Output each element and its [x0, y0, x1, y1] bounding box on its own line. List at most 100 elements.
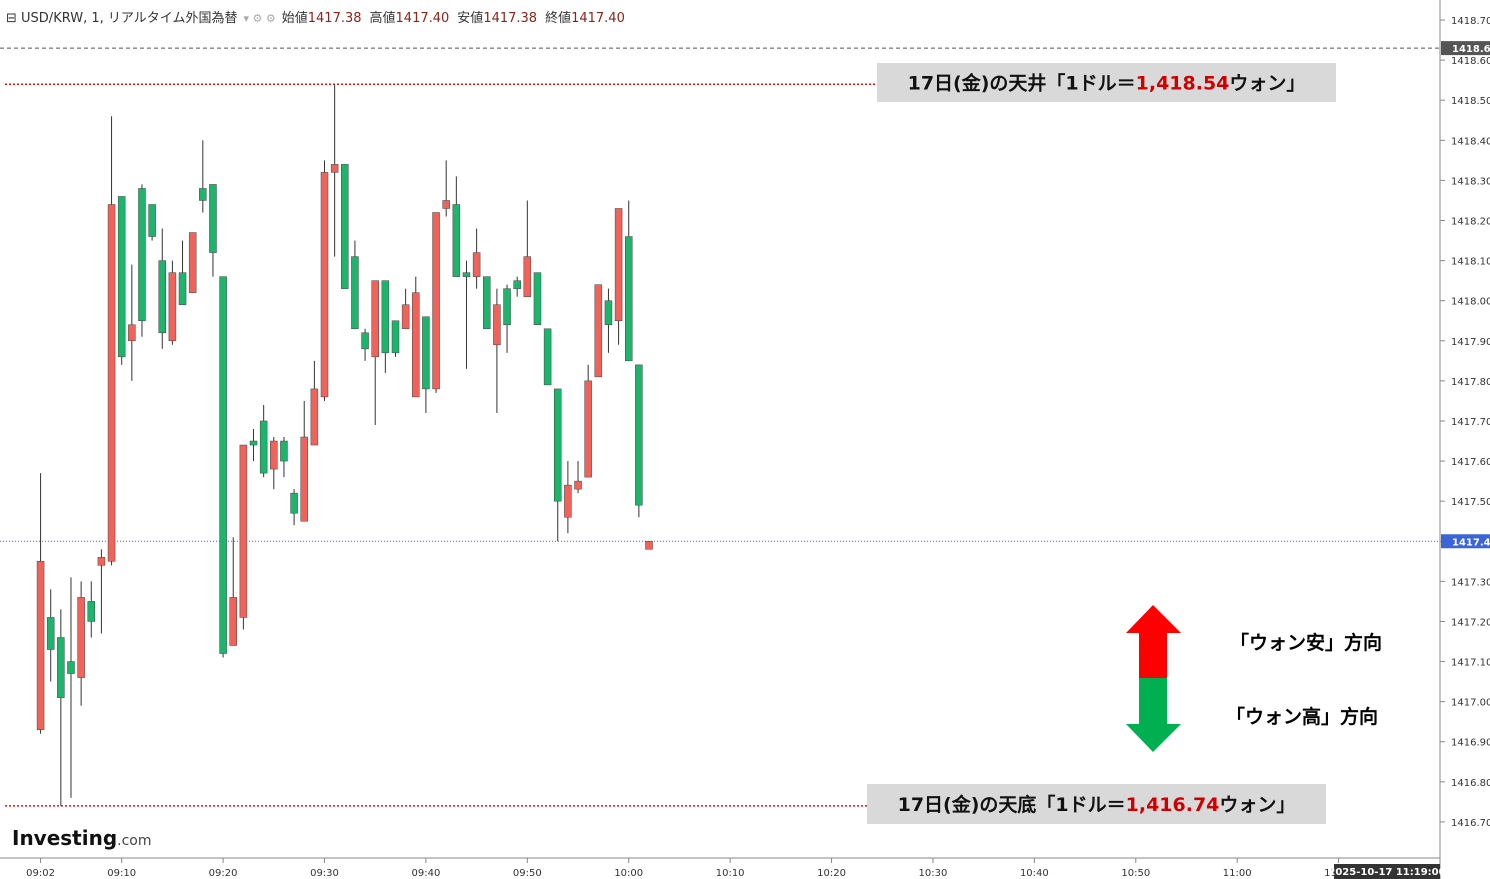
- candle-body: [239, 444, 248, 618]
- candle-body: [97, 557, 106, 566]
- y-tick-label: 1417.10: [1451, 658, 1490, 669]
- candle-body: [604, 300, 613, 326]
- annotation-value: 1,418.54: [1136, 73, 1230, 95]
- candle-body: [412, 292, 420, 398]
- candle-body: [280, 440, 288, 462]
- annotation-box: [867, 784, 1326, 824]
- candle-body: [199, 188, 207, 201]
- candle-body: [320, 172, 329, 398]
- y-tick-label: 1417.50: [1451, 497, 1490, 508]
- y-tick-label: 1417.70: [1451, 417, 1490, 428]
- y-axis-bg: [1440, 0, 1490, 879]
- ohlc-label: 高値: [369, 11, 396, 26]
- candle-body: [624, 236, 633, 362]
- y-tick-label: 1418.00: [1451, 297, 1490, 308]
- header: ⊟ USD/KRW, 1, リアルタイム外国為替 ▾ ⚙ ⚙ 始値1417.38 高値…: [6, 7, 633, 26]
- y-tick-label: 1417.90: [1451, 337, 1490, 348]
- candle-body: [381, 280, 390, 354]
- candle-body: [462, 272, 471, 277]
- candle-body: [594, 284, 603, 378]
- x-tick-label: 10:20: [817, 868, 846, 879]
- y-tick-label: 1417.00: [1451, 698, 1490, 709]
- candle-body: [635, 364, 643, 506]
- candle-body: [300, 436, 308, 522]
- candle-body: [87, 601, 96, 622]
- x-tick-label: 10:40: [1020, 868, 1049, 879]
- annotation-prefix: 17日(金)の天底「1ドル＝: [898, 793, 1126, 816]
- candle-body: [270, 440, 278, 470]
- candle-body: [483, 276, 491, 330]
- candle-body: [452, 204, 461, 277]
- ohlc-value: 1417.38: [483, 11, 538, 26]
- candle-body: [432, 212, 440, 390]
- ohlc-value: 1417.38: [307, 11, 362, 26]
- ohlc-label: 終値: [545, 11, 572, 26]
- candle-body: [249, 440, 258, 446]
- candle-body: [523, 256, 532, 297]
- x-tick-label: 09:40: [412, 868, 441, 879]
- candle-body: [290, 492, 298, 514]
- candle-body: [371, 280, 379, 358]
- candle-body: [36, 561, 45, 730]
- y-tick-label: 1418.50: [1451, 96, 1490, 107]
- candle-body: [188, 232, 197, 293]
- ohlc-value: 1417.40: [395, 11, 450, 26]
- candle-body: [533, 272, 542, 326]
- candle-body: [553, 388, 562, 502]
- annotation-value: 1,416.74: [1126, 794, 1220, 816]
- annotation: 17日(金)の天井「1ドル＝1,418.54ウォン」: [908, 72, 1306, 95]
- annotation-box: [877, 63, 1336, 102]
- annotation-prefix: 17日(金)の天井「1ドル＝: [908, 72, 1136, 95]
- x-tick-label: 09:10: [107, 868, 136, 879]
- x-tick-label: 09:30: [310, 868, 339, 879]
- y-tick-label: 1417.30: [1451, 577, 1490, 588]
- price-tag: [1441, 534, 1490, 549]
- candle-body: [310, 388, 319, 446]
- candle-body: [574, 480, 582, 490]
- icon: ▾ ⚙ ⚙: [243, 12, 276, 25]
- price-tag: [1441, 41, 1490, 56]
- y-tick-label: 1416.70: [1451, 818, 1490, 829]
- y-tick-label: 1416.80: [1451, 778, 1490, 789]
- candle-body: [503, 288, 511, 326]
- candle-body: [361, 332, 369, 350]
- y-tick-label: 1418.60: [1451, 56, 1490, 67]
- x-tick-label: 09:02: [26, 868, 55, 879]
- ohlc-value: 1417.40: [571, 11, 625, 26]
- y-tick-label: 1418.10: [1451, 257, 1490, 268]
- up-arrow: [1126, 605, 1181, 678]
- candle-body: [209, 184, 217, 253]
- candle-body: [138, 188, 146, 321]
- annotation-suffix: ウォン」: [1229, 73, 1305, 95]
- x-tick-label: 10:30: [919, 868, 948, 879]
- candle-body: [57, 637, 65, 698]
- candle-body: [77, 597, 85, 678]
- candle-body: [229, 597, 237, 646]
- y-tick-label: 1418.40: [1451, 136, 1490, 147]
- candle-body: [178, 272, 187, 305]
- logo-name: Investing: [12, 826, 117, 850]
- ohlc-label: 始値: [281, 11, 308, 26]
- y-tick-label: 1418.30: [1451, 176, 1490, 187]
- candle-body: [422, 316, 430, 390]
- y-tick-label: 1417.80: [1451, 377, 1490, 388]
- candle-body: [158, 260, 167, 334]
- x-tick-label: 10:50: [1121, 868, 1150, 879]
- y-tick-label: 1418.70: [1451, 16, 1490, 27]
- logo-suffix: .com: [117, 833, 151, 849]
- ohlc-label: 安値: [457, 11, 484, 26]
- cursor-time-box: [1334, 864, 1440, 879]
- y-tick-label: 1417.60: [1451, 457, 1490, 468]
- y-tick-label: 1418.20: [1451, 217, 1490, 228]
- candle-body: [645, 541, 653, 550]
- candle-body: [168, 272, 177, 342]
- candle-body: [401, 304, 410, 330]
- candle-body: [351, 256, 359, 330]
- chart-title: USD/KRW, 1, リアルタイム外国為替: [21, 11, 238, 26]
- candle-body: [472, 252, 481, 277]
- candle-body: [543, 328, 552, 386]
- cursor-time: 2025-10-17 11:19:00: [1328, 867, 1445, 878]
- candle-body: [341, 164, 349, 289]
